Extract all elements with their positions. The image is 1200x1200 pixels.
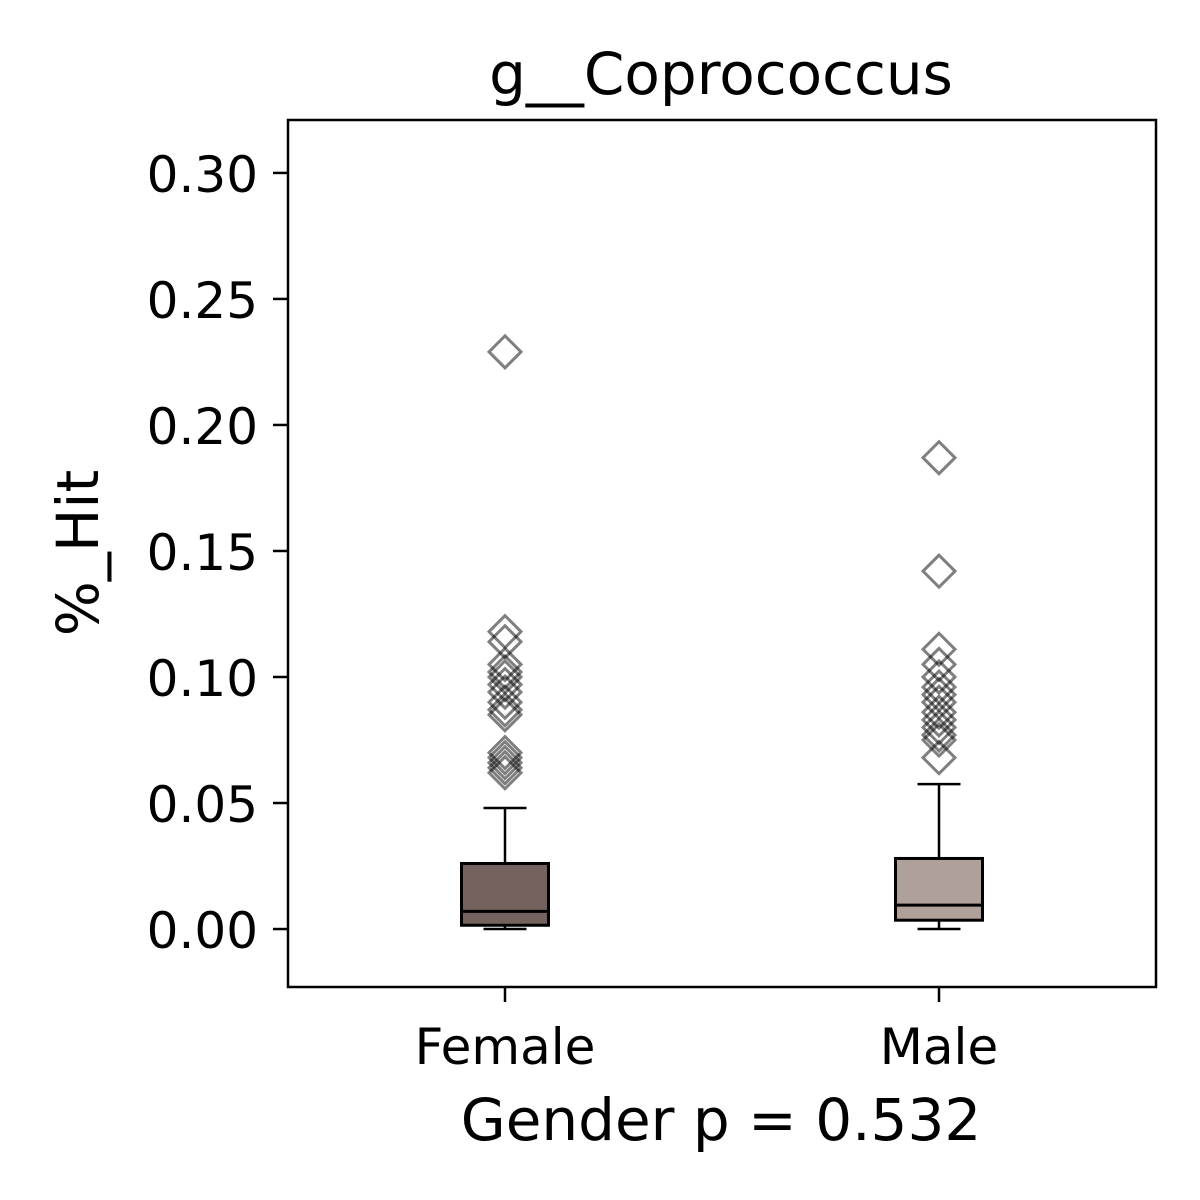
- x-tick-label: Female: [415, 1018, 596, 1076]
- y-tick-label: 0.25: [147, 272, 258, 330]
- outlier-point: [920, 694, 958, 731]
- box: [894, 856, 984, 922]
- y-tick-label: 0.00: [147, 902, 258, 960]
- y-tick-label: 0.15: [147, 524, 258, 582]
- x-axis-label: Gender p = 0.532: [461, 1086, 982, 1154]
- outlier-point: [920, 658, 958, 696]
- x-axis: Female Male: [415, 987, 998, 1076]
- outlier-point: [486, 684, 524, 721]
- outlier-point: [920, 716, 958, 754]
- outlier-point: [486, 646, 524, 683]
- y-axis: 0.00 0.05 0.10 0.15 0.20 0.25 0.30: [147, 146, 288, 960]
- y-tick-label: 0.20: [147, 398, 258, 456]
- plot-area: [460, 333, 984, 931]
- outlier-point: [486, 749, 524, 786]
- outlier-point: [920, 701, 958, 738]
- outlier-point: [486, 696, 524, 733]
- outlier-point: [920, 553, 958, 590]
- y-axis-label: %_Hit: [44, 470, 112, 637]
- outlier-point: [486, 754, 524, 791]
- outlier-point: [920, 721, 958, 759]
- outlier-point: [486, 691, 524, 728]
- outlier-point: [486, 744, 524, 781]
- box: [460, 862, 550, 927]
- outlier-point: [486, 613, 524, 650]
- y-tick-label: 0.05: [147, 776, 258, 834]
- outlier-point: [486, 333, 524, 370]
- box-group-female: [460, 333, 550, 931]
- outlier-point: [920, 631, 958, 668]
- outlier-point: [920, 739, 958, 776]
- outlier-point: [920, 439, 958, 476]
- x-tick-label: Male: [880, 1018, 998, 1076]
- box-group-male: [894, 439, 984, 931]
- outlier-point: [486, 734, 524, 771]
- outlier-point: [486, 673, 524, 711]
- y-tick-label: 0.30: [147, 146, 258, 204]
- outlier-point: [486, 623, 524, 660]
- chart-title: g__Coprococcus: [489, 40, 953, 108]
- y-tick-label: 0.10: [147, 650, 258, 708]
- outlier-point: [486, 739, 524, 776]
- plot-frame: [286, 118, 1158, 989]
